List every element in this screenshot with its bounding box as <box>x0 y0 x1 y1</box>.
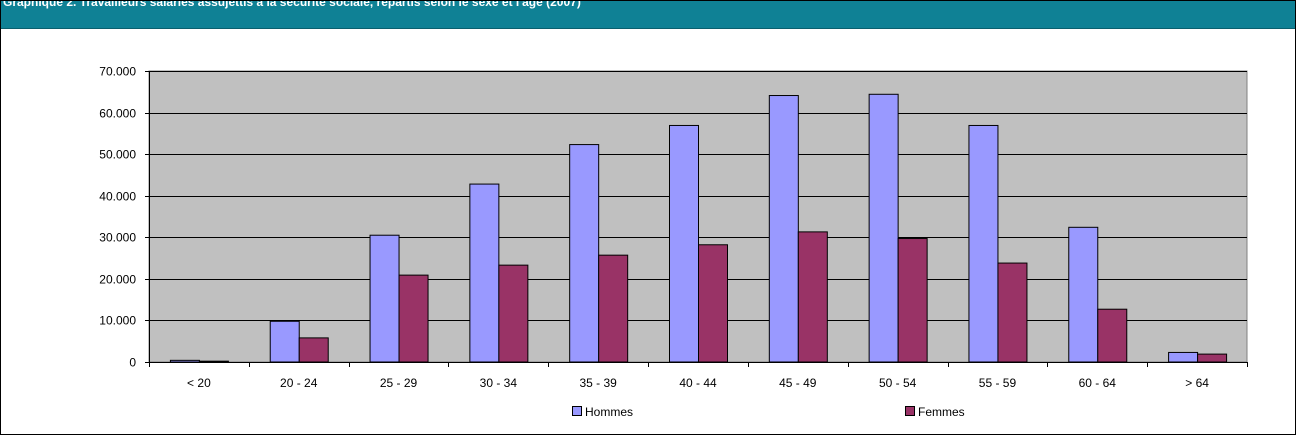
bar-hommes <box>768 95 799 363</box>
bar-hommes <box>269 320 300 363</box>
y-tick-label: 70.000 <box>99 65 136 79</box>
y-tick-label: 0 <box>129 356 136 370</box>
bar-hommes <box>968 124 999 363</box>
bar-hommes <box>1168 351 1199 363</box>
x-tick-label: 60 - 64 <box>1079 376 1117 390</box>
chart-header: Graphique 2. Travailleurs salariés assuj… <box>1 1 1295 29</box>
bar-femmes <box>1097 308 1128 363</box>
x-tick-label: < 20 <box>187 376 211 390</box>
chart-title: Graphique 2. Travailleurs salariés assuj… <box>3 1 581 9</box>
x-axis: < 20 20 - 24 25 - 29 30 - 34 35 - 39 40 - 44 4… <box>149 362 1248 390</box>
bar-femmes <box>298 337 329 363</box>
bar-femmes <box>698 244 728 363</box>
y-tick-label: 20.000 <box>99 273 136 287</box>
bar-hommes <box>1068 226 1099 363</box>
bar-femmes <box>198 360 229 363</box>
x-tick-label: 30 - 34 <box>480 376 518 390</box>
bar-femmes <box>498 264 529 363</box>
bar-hommes <box>669 124 699 363</box>
legend-label-hommes: Hommes <box>585 405 633 419</box>
x-tick-label: 50 - 54 <box>879 376 917 390</box>
x-tick-label: 40 - 44 <box>679 376 717 390</box>
legend-swatch-hommes <box>572 406 582 416</box>
x-tick-label: 45 - 49 <box>779 376 817 390</box>
y-tick-label: 60.000 <box>99 107 136 121</box>
legend-swatch-femmes <box>905 406 915 416</box>
bar-femmes <box>598 254 629 363</box>
bar-femmes <box>398 274 429 363</box>
bar-femmes <box>1197 353 1228 363</box>
bar-hommes <box>469 183 500 363</box>
bar-hommes <box>169 359 200 363</box>
y-tick-label: 10.000 <box>99 314 136 328</box>
bar-femmes <box>897 238 928 363</box>
y-tick-label: 30.000 <box>99 231 136 245</box>
legend: Hommes Femmes <box>572 405 965 419</box>
y-tick-label: 40.000 <box>99 190 136 204</box>
x-tick-label: 35 - 39 <box>580 376 618 390</box>
bars <box>169 93 1228 363</box>
x-tick-label: > 64 <box>1185 376 1209 390</box>
bar-hommes <box>868 93 899 363</box>
y-tick-label: 50.000 <box>99 148 136 162</box>
bar-hommes <box>369 234 400 363</box>
legend-label-femmes: Femmes <box>918 405 965 419</box>
bar-femmes <box>797 231 828 363</box>
x-tick-label: 20 - 24 <box>280 376 318 390</box>
bar-hommes <box>569 144 600 363</box>
x-tick-label: 25 - 29 <box>380 376 418 390</box>
bar-femmes <box>997 262 1028 363</box>
x-tick-label: 55 - 59 <box>979 376 1017 390</box>
y-axis: 0 10.000 20.000 30.000 40.000 50.000 60.000 70.… <box>99 65 150 370</box>
